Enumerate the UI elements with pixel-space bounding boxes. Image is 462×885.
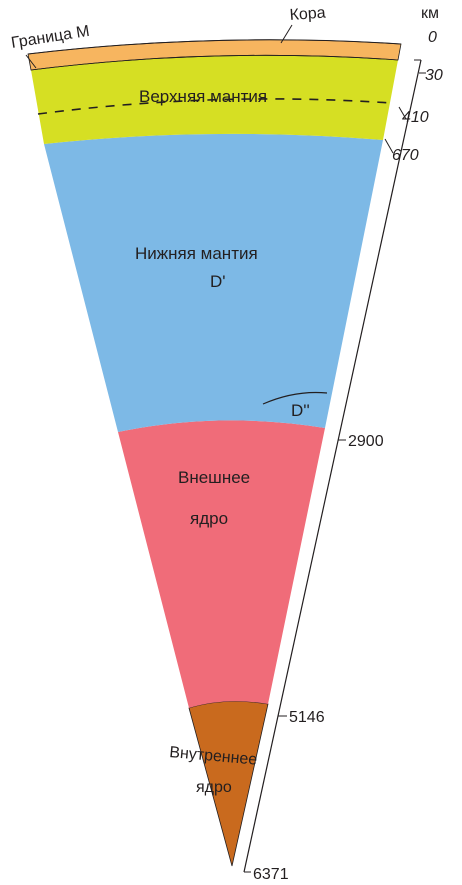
d-double-prime-arc: [262, 391, 328, 405]
depth-label-410: 410: [402, 109, 429, 126]
upper-mantle-label: Верхняя мантия: [139, 87, 267, 106]
depth-label-5146: 5146: [289, 709, 325, 726]
d-prime-label: D': [210, 272, 226, 291]
tick-670: [384, 138, 394, 154]
outer-core-label-2: ядро: [190, 509, 228, 528]
moho-boundary-line: [30, 54, 399, 71]
outer-core-label: Внешнее: [178, 468, 250, 487]
depth-label-2900: 2900: [348, 433, 384, 450]
depth-label-0: 0: [428, 29, 437, 46]
lower-mantle-layer: [44, 133, 383, 432]
crust-top-line: [27, 39, 402, 55]
d-double-prime-label: D'': [291, 401, 310, 420]
depth-label-6371: 6371: [253, 866, 289, 883]
lower-mantle-label: Нижняя мантия: [135, 244, 258, 263]
boundary-m-leader-line: [25, 54, 37, 69]
crust-label: Кора: [289, 5, 326, 24]
depth-label-670: 670: [392, 147, 419, 164]
depth-label-30: 30: [425, 67, 443, 84]
unit-label: км: [421, 5, 439, 22]
depth-axis-line: [243, 59, 422, 873]
crust-leader-line: [280, 24, 293, 44]
outer-core-layer: [118, 420, 325, 708]
tick-410: [398, 106, 407, 120]
boundary-410-dashed-line: [37, 98, 392, 115]
inner-core-label-2: ядро: [196, 779, 232, 796]
boundary-m-label: Граница М: [10, 23, 91, 52]
